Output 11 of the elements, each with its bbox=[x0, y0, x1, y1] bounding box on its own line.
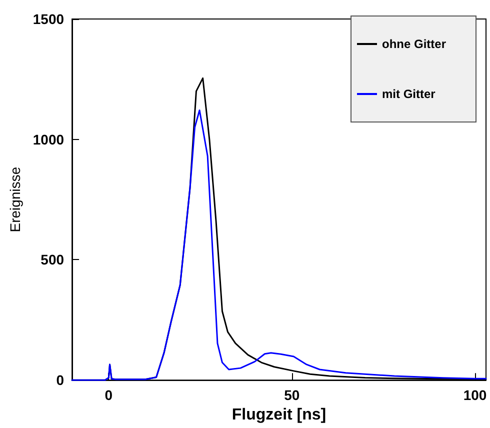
x-tick-label: 50 bbox=[284, 387, 300, 404]
y-axis-title: Ereignisse bbox=[7, 166, 23, 232]
y-tick-label: 1000 bbox=[32, 131, 64, 148]
legend-label: ohne Gitter bbox=[382, 37, 446, 51]
x-tick-label: 0 bbox=[104, 387, 113, 404]
y-tick-label: 1500 bbox=[32, 11, 64, 27]
x-axis-title: Flugzeit [ns] bbox=[232, 406, 326, 424]
y-tick-label: 500 bbox=[40, 252, 64, 268]
x-tick-label: 100 bbox=[463, 387, 487, 404]
y-tick-label: 0 bbox=[56, 372, 64, 388]
legend-label: mit Gitter bbox=[382, 87, 436, 101]
